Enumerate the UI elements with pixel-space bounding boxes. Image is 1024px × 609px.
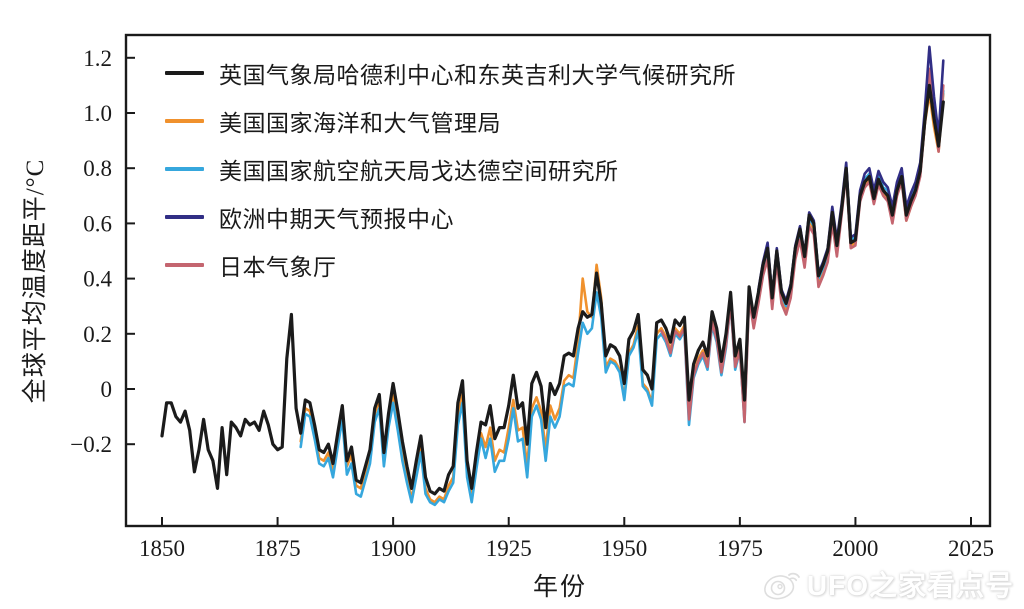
- legend-line-swatch: [165, 119, 204, 123]
- y-tick-label: 0.8: [83, 156, 112, 181]
- y-tick-label: 0: [101, 377, 113, 402]
- legend-item: 美国国家海洋和大气管理局: [165, 97, 736, 145]
- legend-item-label: 美国国家海洋和大气管理局: [219, 111, 501, 136]
- y-axis-title: 全球平均温度距平/°C: [22, 158, 49, 404]
- legend-item: 美国国家航空航天局戈达德空间研究所: [165, 145, 736, 193]
- x-tick-label: 1900: [370, 536, 416, 561]
- legend-item: 欧洲中期天气预报中心: [165, 193, 736, 241]
- legend-item-label: 日本气象厅: [219, 255, 337, 280]
- y-tick-label: 0.6: [83, 211, 112, 236]
- axis-ticks: [126, 56, 973, 526]
- legend-line-swatch: [165, 263, 204, 267]
- plot-border: [124, 33, 992, 528]
- legend-item: 英国气象局哈德利中心和东英吉利大学气候研究所: [165, 49, 736, 97]
- y-tick-label: 0.4: [83, 267, 112, 292]
- legend-line-swatch: [165, 215, 204, 219]
- y-tick-label: 1.0: [83, 101, 112, 126]
- y-tick-label: −0.2: [70, 432, 112, 457]
- x-tick-label: 2025: [948, 536, 994, 561]
- data-lines: [160, 45, 945, 507]
- watermark: UFO之家看点号: [762, 564, 1014, 604]
- legend-item-label: 美国国家航空航天局戈达德空间研究所: [219, 159, 619, 184]
- x-axis-title: 年份: [532, 574, 588, 601]
- x-tick-label: 1925: [486, 536, 532, 561]
- series-line-hadcrut: [160, 83, 945, 496]
- y-tick-label: 0.2: [83, 322, 112, 347]
- x-tick-label: 2000: [832, 536, 878, 561]
- series-line-ecmwf: [757, 45, 945, 302]
- watermark-text: UFO之家看点号: [806, 570, 1014, 601]
- legend-item-label: 欧洲中期天气预报中心: [219, 207, 454, 232]
- y-tick-label: 1.2: [83, 46, 112, 71]
- legend-line-swatch: [165, 71, 204, 75]
- x-tick-label: 1950: [601, 536, 647, 561]
- x-tick-label: 1850: [139, 536, 185, 561]
- axis-tick-labels: 1850 1875 1900 1925 1950 1975 2000 2025 −0.2 0 0.2…: [70, 46, 994, 561]
- x-tick-label: 1975: [717, 536, 763, 561]
- legend-item: 日本气象厅: [165, 241, 736, 289]
- legend-line-swatch: [165, 167, 204, 171]
- legend: 英国气象局哈德利中心和东英吉利大学气候研究所 美国国家海洋和大气管理局 美国国家…: [165, 49, 736, 289]
- legend-item-label: 英国气象局哈德利中心和东英吉利大学气候研究所: [219, 63, 736, 88]
- x-tick-label: 1875: [255, 536, 301, 561]
- weibo-logo-icon: [764, 572, 800, 600]
